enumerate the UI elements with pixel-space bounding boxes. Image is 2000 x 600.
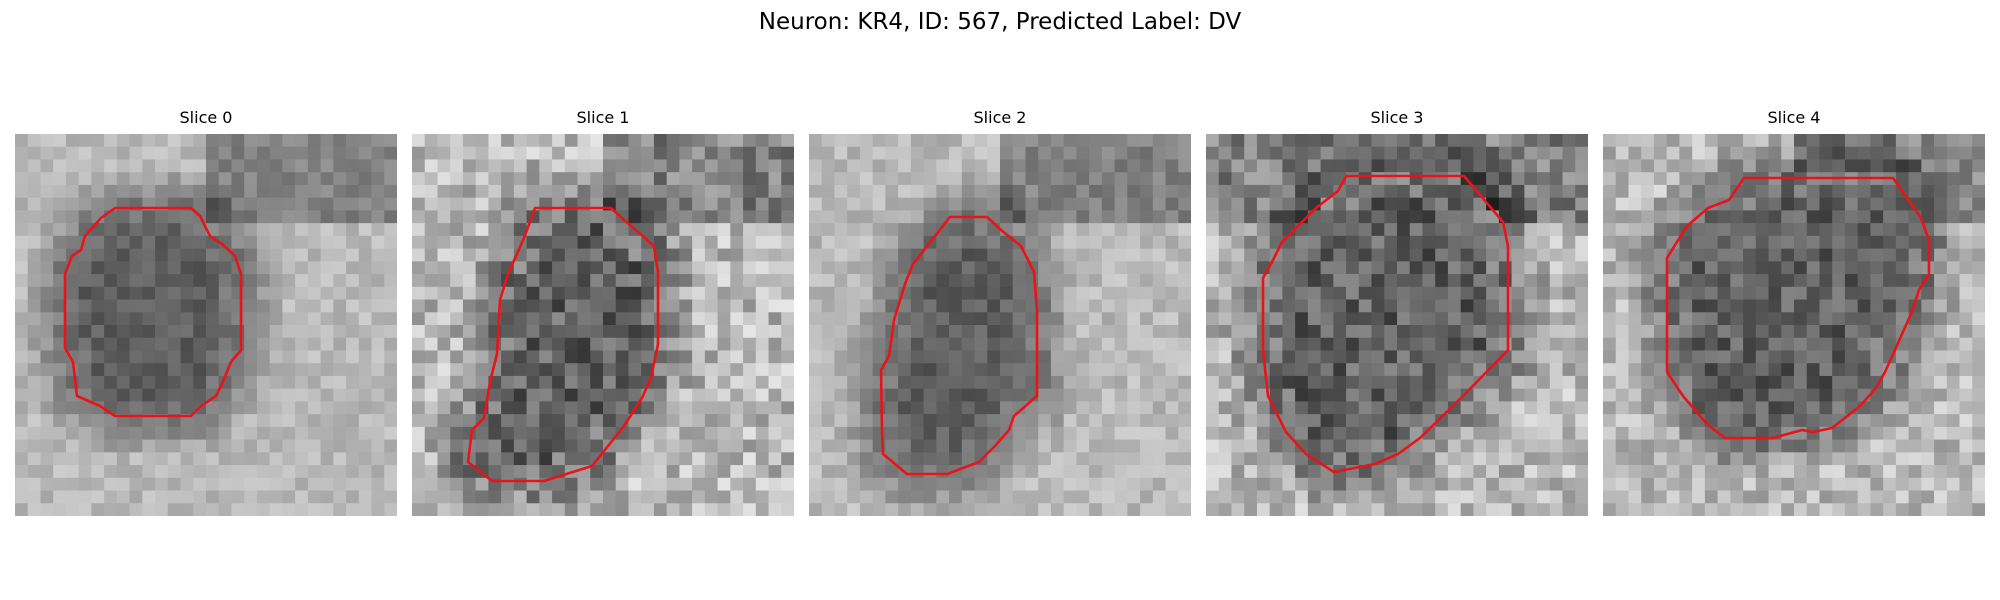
- slice-title: Slice 3: [1370, 108, 1424, 127]
- slice-image: [412, 134, 794, 516]
- roi-contour: [63, 206, 243, 418]
- roi-contour: [1261, 174, 1510, 474]
- slice-panel-0: Slice 0: [15, 107, 397, 527]
- roi-contour: [1665, 176, 1931, 440]
- slice-title: Slice 4: [1767, 108, 1821, 127]
- roi-contour: [879, 215, 1039, 476]
- slice-title: Slice 1: [576, 108, 630, 127]
- slice-image: [1206, 134, 1588, 516]
- slice-panel-2: Slice 2: [809, 107, 1191, 527]
- slice-panel-4: Slice 4: [1603, 107, 1985, 527]
- slice-panel-1: Slice 1: [412, 107, 794, 527]
- roi-contour: [466, 206, 660, 483]
- slice-image: [15, 134, 397, 516]
- slice-panel-3: Slice 3: [1206, 107, 1588, 527]
- slice-image: [1603, 134, 1985, 516]
- slice-title: Slice 2: [973, 108, 1027, 127]
- figure-title: Neuron: KR4, ID: 567, Predicted Label: D…: [758, 9, 1242, 35]
- slice-title: Slice 0: [179, 108, 233, 127]
- slice-image: [809, 134, 1191, 516]
